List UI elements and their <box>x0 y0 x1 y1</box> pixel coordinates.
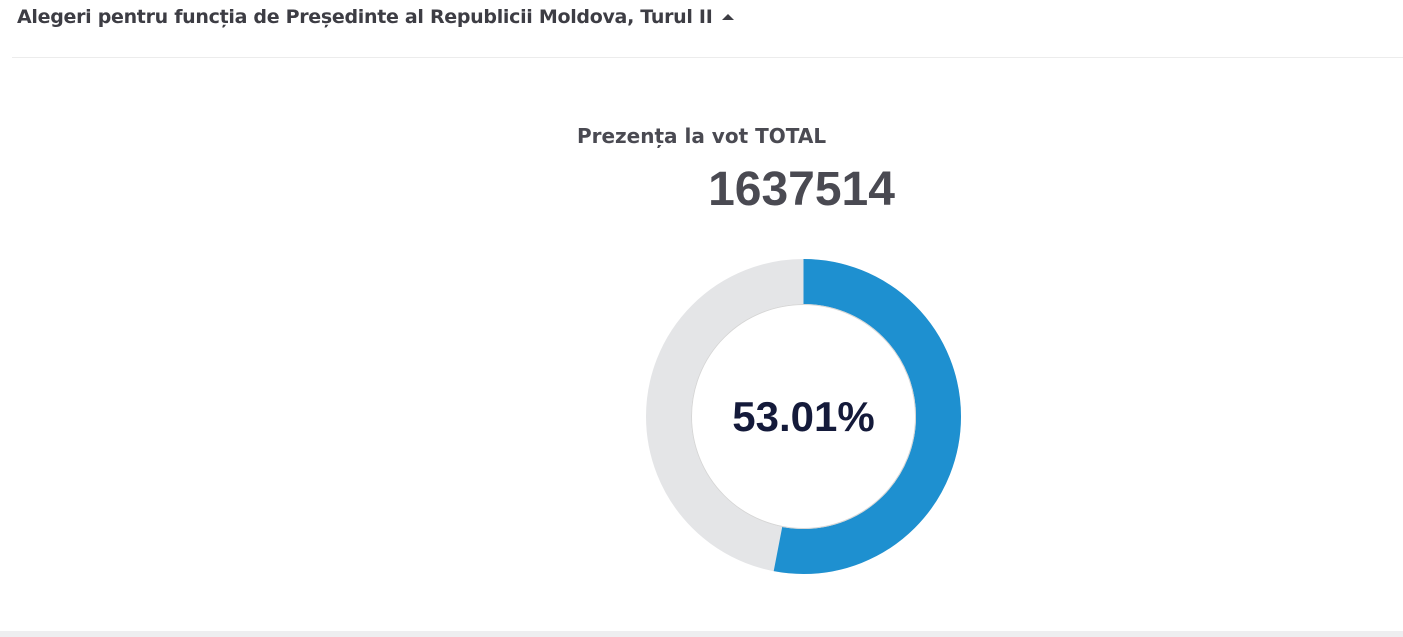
donut-progress-arc <box>646 259 961 574</box>
bottom-border <box>0 631 1403 637</box>
caret-up-icon[interactable] <box>722 14 735 20</box>
turnout-label: Prezența la vot TOTAL <box>576 124 827 148</box>
turnout-percentage: 53.01% <box>732 392 875 440</box>
turnout-content: Prezența la vot TOTAL 1637514 53.01% <box>0 58 1403 631</box>
section-title: Alegeri pentru funcția de Președinte al … <box>17 6 713 28</box>
turnout-total-count: 1637514 <box>708 163 895 216</box>
turnout-donut-chart: 53.01% <box>645 258 962 575</box>
section-header: Alegeri pentru funcția de Președinte al … <box>0 0 1403 58</box>
section-toggle[interactable]: Alegeri pentru funcția de Președinte al … <box>17 6 735 28</box>
donut-inner-ring <box>691 304 916 529</box>
header-divider <box>12 57 1403 58</box>
donut-svg <box>646 259 961 574</box>
